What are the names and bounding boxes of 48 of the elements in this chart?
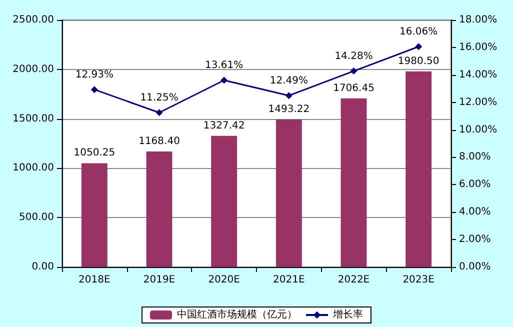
point [156, 109, 163, 116]
data-label: 13.61% [205, 60, 244, 72]
data-label: 11.25% [140, 92, 178, 104]
y2-tick-label: 2.00% [459, 234, 491, 246]
y-tick-label: 0.00 [32, 262, 54, 272]
y2-tick-label: 4.00% [459, 206, 491, 218]
legend-label: 增长率 [332, 308, 363, 320]
y2-tick-label: 8.00% [459, 152, 491, 163]
x-tick-label: 2018E [78, 274, 110, 286]
bar [406, 71, 432, 267]
y2-tick-label: 10.00% [459, 124, 498, 136]
y2-tick-label: 14.00% [459, 69, 498, 80]
x-tick-label: 2023E [402, 274, 434, 286]
y2-tick-label: 18.00% [459, 14, 498, 26]
y2-tick-label: 0.00% [459, 262, 491, 272]
bar [340, 98, 367, 267]
point [285, 92, 292, 100]
y-tick-label: 2000.00 [12, 64, 54, 75]
data-label: 1050.25 [74, 148, 116, 159]
data-label: 1493.22 [268, 104, 310, 115]
data-label: 1168.40 [138, 136, 180, 148]
data-label: 12.93% [75, 70, 114, 81]
data-label: 14.28% [334, 51, 373, 62]
point [415, 43, 422, 50]
point [90, 86, 98, 94]
y-tick-label: 1500.00 [12, 113, 54, 124]
data-label: 1980.50 [398, 56, 440, 67]
y-tick-label: 1000.00 [12, 162, 54, 174]
legend-label: 中国红酒市场规模（亿元） [177, 308, 297, 320]
point [350, 68, 358, 75]
data-label: 12.49% [270, 76, 308, 87]
bar [276, 119, 302, 267]
y2-tick-label: 12.00% [459, 96, 498, 108]
point [220, 76, 228, 84]
data-label: 1327.42 [203, 120, 245, 132]
data-label: 1706.45 [333, 82, 374, 94]
y2-tick-label: 6.00% [459, 179, 491, 190]
x-tick-label: 2019E [143, 274, 176, 286]
bar [81, 163, 108, 267]
bar [146, 152, 172, 267]
x-tick-label: 2021E [273, 274, 305, 286]
bar [211, 136, 238, 267]
x-tick-label: 2020E [208, 274, 240, 286]
y2-tick-label: 16.00% [459, 42, 498, 53]
data-label: 16.06% [400, 26, 438, 38]
x-tick-label: 2022E [338, 274, 370, 286]
y-tick-label: 2500.00 [12, 14, 54, 26]
y-tick-label: 500.00 [19, 212, 54, 224]
